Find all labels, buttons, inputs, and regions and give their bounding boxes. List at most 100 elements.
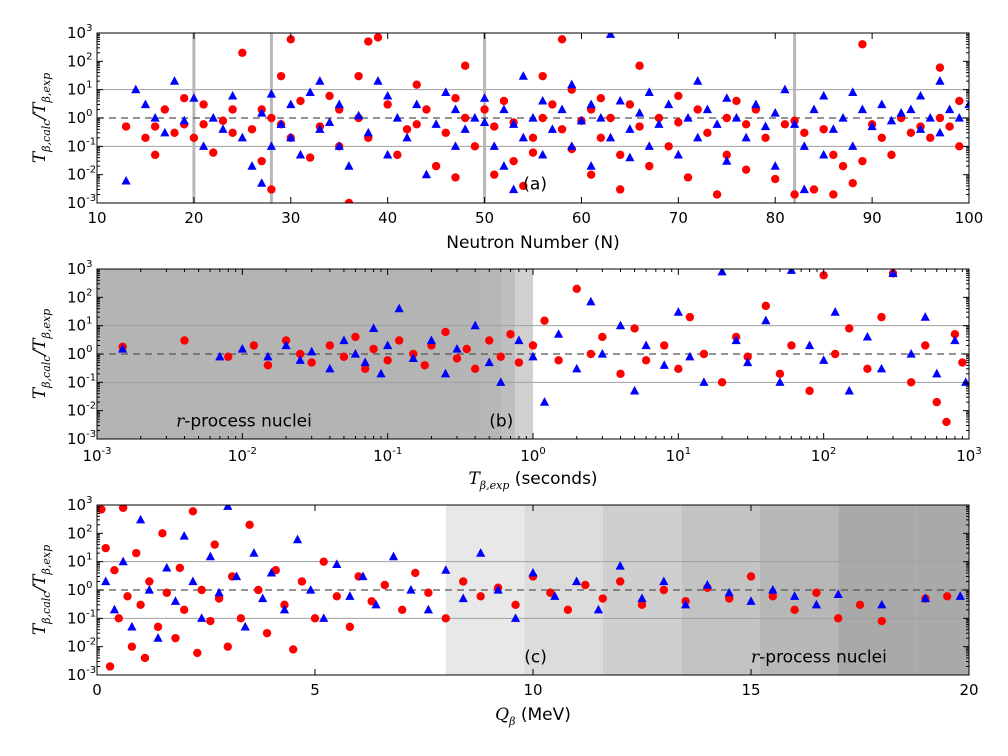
- data-point: [641, 356, 651, 365]
- data-point: [315, 76, 325, 85]
- data-point: [145, 577, 154, 586]
- data-point: [344, 161, 354, 170]
- y-tick-label: 103: [67, 259, 92, 278]
- data-point: [858, 156, 867, 166]
- data-point: [324, 117, 335, 126]
- data-point: [509, 119, 519, 128]
- data-point: [644, 141, 654, 150]
- data-point: [775, 377, 785, 386]
- data-point: [605, 132, 616, 142]
- data-point: [254, 585, 263, 595]
- data-point: [245, 520, 254, 530]
- data-point: [635, 61, 644, 70]
- data-point: [101, 543, 110, 553]
- data-point: [958, 358, 967, 367]
- data-point: [693, 105, 702, 114]
- data-point: [408, 353, 418, 362]
- plot-area: (a): [97, 33, 969, 203]
- data-point: [470, 113, 480, 122]
- y-tick-label: 10-1: [67, 136, 96, 155]
- data-point: [572, 576, 582, 586]
- data-point: [514, 335, 524, 345]
- data-point: [286, 35, 295, 44]
- data-point: [932, 397, 941, 407]
- data-point: [926, 133, 935, 143]
- data-point: [539, 397, 550, 406]
- data-point: [528, 341, 538, 350]
- data-point: [247, 161, 257, 170]
- data-point: [105, 662, 115, 671]
- data-point: [175, 563, 185, 573]
- data-point: [819, 125, 828, 134]
- data-point: [263, 351, 273, 361]
- data-point: [441, 614, 450, 623]
- data-point: [334, 99, 344, 109]
- x-tick-label: 20: [184, 209, 203, 227]
- data-point: [717, 269, 727, 276]
- data-point: [459, 577, 468, 586]
- y-tick-label: 10-1: [67, 608, 96, 627]
- data-point: [637, 600, 647, 610]
- y-tick-label: 101: [67, 552, 92, 571]
- data-point: [281, 340, 291, 350]
- data-point: [380, 580, 389, 590]
- x-tick-label: 10: [523, 681, 542, 699]
- data-point: [344, 198, 354, 203]
- data-point: [286, 132, 296, 142]
- data-point: [218, 116, 228, 125]
- data-point: [528, 113, 538, 122]
- data-point: [392, 113, 402, 122]
- data-point: [441, 327, 450, 337]
- data-point: [811, 599, 821, 609]
- y-tick-label: 100: [67, 108, 92, 127]
- data-point: [945, 104, 955, 114]
- data-point: [921, 341, 930, 350]
- y-tick-label: 100: [67, 344, 92, 363]
- data-point: [237, 344, 247, 353]
- data-point: [140, 99, 151, 109]
- data-point: [373, 33, 383, 42]
- data-point: [528, 148, 538, 157]
- data-point: [743, 357, 753, 367]
- data-point: [770, 108, 780, 117]
- panel-c: (c) r-process nuclei10-310-210-1100101102…: [30, 495, 979, 728]
- data-point: [717, 378, 727, 387]
- data-point: [625, 152, 635, 162]
- data-point: [596, 93, 606, 103]
- data-point: [547, 124, 557, 133]
- y-tick-label: 10-3: [67, 665, 96, 684]
- data-point: [616, 150, 625, 160]
- data-point: [480, 105, 489, 114]
- data-point: [654, 113, 664, 123]
- data-point: [276, 71, 286, 81]
- data-point: [920, 312, 930, 321]
- data-point: [188, 507, 198, 516]
- data-point: [572, 363, 582, 373]
- data-point: [906, 378, 916, 387]
- data-point: [383, 90, 393, 100]
- data-point: [499, 104, 509, 114]
- data-point: [490, 170, 499, 179]
- x-tick-label: 70: [669, 209, 688, 227]
- data-point: [586, 349, 596, 359]
- y-tick-label: 101: [67, 316, 92, 335]
- data-point: [548, 100, 557, 109]
- data-point: [358, 571, 368, 581]
- data-point: [257, 178, 267, 187]
- x-tick-label: 103: [956, 446, 981, 465]
- data-point: [887, 150, 896, 160]
- data-point: [659, 576, 669, 586]
- data-point: [383, 356, 392, 365]
- data-point: [514, 358, 524, 367]
- data-point: [606, 113, 615, 123]
- data-point: [877, 312, 886, 322]
- x-axis-label: Qβ (MeV): [495, 705, 571, 728]
- data-point: [615, 320, 626, 330]
- data-point: [528, 351, 538, 361]
- data-point: [452, 344, 462, 353]
- data-point: [169, 76, 180, 85]
- data-point: [162, 588, 171, 597]
- data-point: [412, 80, 421, 89]
- data-point: [596, 133, 606, 143]
- data-point: [127, 642, 137, 651]
